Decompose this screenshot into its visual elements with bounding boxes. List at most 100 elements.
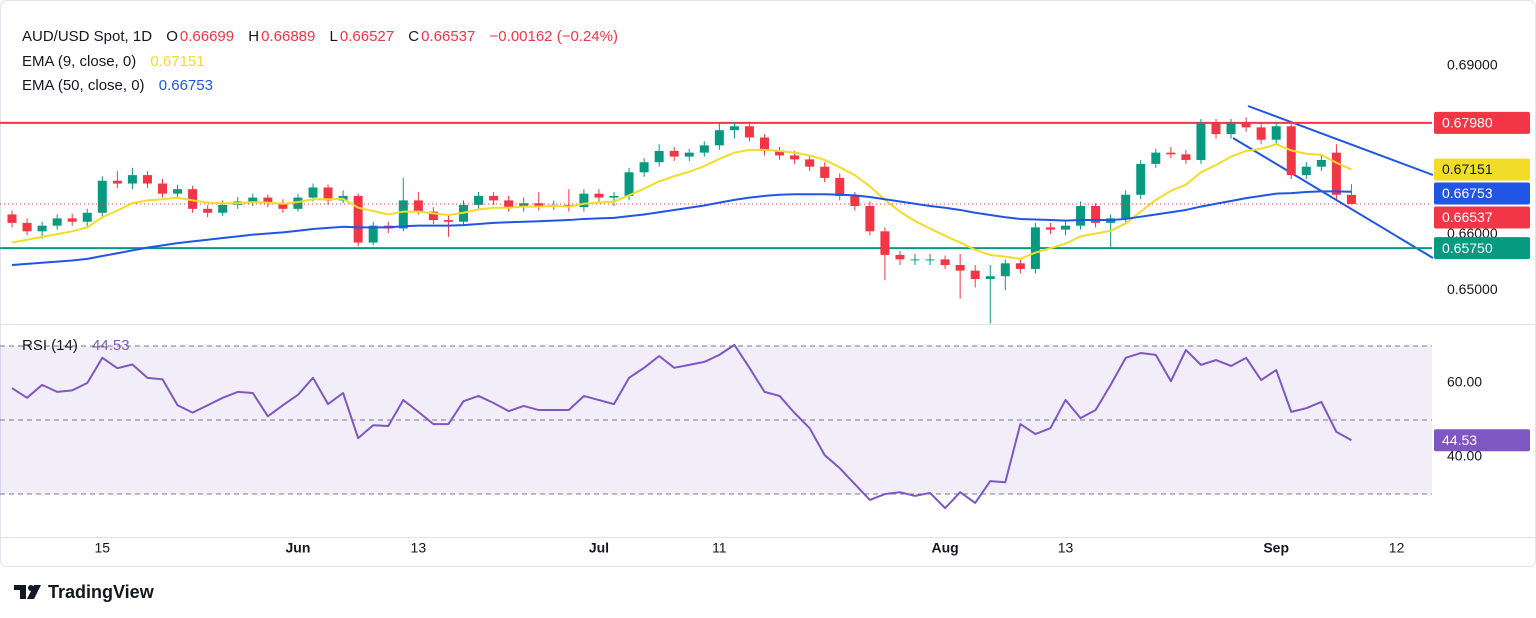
candle-body — [7, 214, 17, 223]
candle-body — [820, 166, 830, 178]
ohlc-value: 0.66699 — [179, 28, 235, 45]
candle-body — [1196, 122, 1206, 160]
candle-body — [1346, 194, 1356, 204]
candle-body — [775, 150, 785, 156]
candle-body — [760, 137, 769, 151]
candle-body — [1151, 152, 1161, 164]
candle-body — [413, 200, 423, 212]
price-label: 0.66537 — [1442, 209, 1493, 225]
price-label-box — [1434, 158, 1530, 181]
candle-body — [654, 150, 664, 163]
ohlc-label: O — [166, 28, 178, 45]
price-label: 0.65750 — [1442, 240, 1493, 256]
x-tick-label: Sep — [1263, 540, 1289, 556]
x-tick-label: 13 — [411, 540, 427, 556]
candle-body — [368, 225, 378, 243]
candle-body — [82, 212, 92, 222]
candle-body — [353, 195, 363, 243]
candle-body — [67, 218, 77, 222]
price-label-box — [1434, 182, 1530, 205]
candle-body — [1256, 127, 1266, 140]
y-tick-label: 0.69000 — [1447, 56, 1498, 72]
price-label: 0.67980 — [1442, 115, 1493, 131]
candle-body — [594, 193, 604, 198]
symbol-title: AUD/USD Spot, 1D — [22, 28, 153, 45]
candle-body — [218, 204, 228, 213]
price-label: 44.53 — [1442, 432, 1477, 448]
price-label-box — [1434, 429, 1530, 452]
ohlc-value: 0.66527 — [339, 28, 395, 45]
candle-body — [1301, 166, 1311, 176]
price-label: 0.67151 — [1442, 161, 1493, 177]
rsi-legend: RSI (14) 44.53 — [22, 334, 132, 359]
logo-part — [27, 585, 41, 599]
candle-body — [865, 206, 875, 232]
candle-body — [519, 203, 529, 208]
y-tick-label: 0.65000 — [1447, 281, 1498, 297]
candle-body — [1181, 154, 1191, 160]
candle-body — [22, 222, 32, 232]
candle-body — [835, 177, 845, 196]
y-tick-label: 60.00 — [1447, 374, 1482, 390]
candle-body — [97, 180, 107, 213]
candle-body — [1226, 122, 1236, 135]
candle-body — [790, 155, 800, 160]
candle-body — [1000, 263, 1010, 277]
candle-body — [1241, 122, 1251, 128]
price-label-box — [1434, 206, 1530, 229]
candle-body — [850, 195, 860, 207]
candle-body — [1061, 225, 1070, 230]
candle-body — [895, 254, 905, 260]
candle-body — [398, 200, 408, 229]
candle-body — [474, 195, 484, 205]
x-tick-label: 11 — [712, 540, 727, 556]
y-tick-label: 40.00 — [1447, 448, 1482, 464]
candle-body — [1015, 263, 1025, 269]
candle-body — [534, 203, 544, 207]
candle-body — [579, 193, 589, 208]
candle-body — [744, 126, 754, 138]
candle-body — [112, 180, 122, 184]
candle-body — [308, 187, 318, 198]
candle-body — [428, 211, 438, 221]
candle-body — [127, 175, 137, 184]
candle-body — [173, 189, 183, 194]
candle-body — [1121, 194, 1131, 219]
candle-body — [714, 130, 724, 146]
candle-body — [624, 172, 634, 196]
ohlc-label: L — [329, 28, 338, 45]
legend-name: EMA (9, close, 0) — [22, 52, 137, 70]
series-line — [11, 143, 1352, 260]
candle-body — [158, 183, 167, 194]
x-tick-label: 12 — [1389, 540, 1405, 556]
ohlc-value: 0.66537 — [421, 28, 476, 45]
candle-body — [880, 231, 890, 255]
candle-body — [609, 195, 619, 198]
series-line — [11, 190, 1352, 267]
candle-body — [489, 195, 499, 201]
candle-body — [263, 197, 273, 204]
legend-value: 0.66753 — [158, 77, 213, 94]
candle-body — [293, 197, 303, 209]
header-legend: AUD/USD Spot, 1D O 0.66699 H 0.66889 L 0.66… — [22, 25, 620, 99]
x-tick-label: 15 — [95, 540, 111, 556]
x-tick-label: 13 — [1058, 540, 1074, 556]
candle-body — [955, 265, 965, 271]
candle-body — [729, 126, 739, 131]
ohlc-value: 0.66889 — [261, 28, 316, 45]
candle-body — [1271, 126, 1281, 140]
series-line — [11, 343, 1352, 510]
legend-value: 0.67151 — [150, 52, 205, 70]
candle-body — [37, 225, 47, 232]
candle-body — [669, 150, 679, 157]
candle-body — [1091, 206, 1101, 223]
candle-body — [1136, 163, 1146, 195]
y-tick-label: 0.66000 — [1447, 225, 1498, 241]
candle-body — [910, 259, 920, 261]
candle-body — [1076, 206, 1086, 226]
candle-body — [699, 145, 709, 153]
change: −0.00162 (−0.24%) — [489, 28, 618, 45]
legend-name: RSI (14) — [22, 337, 78, 354]
